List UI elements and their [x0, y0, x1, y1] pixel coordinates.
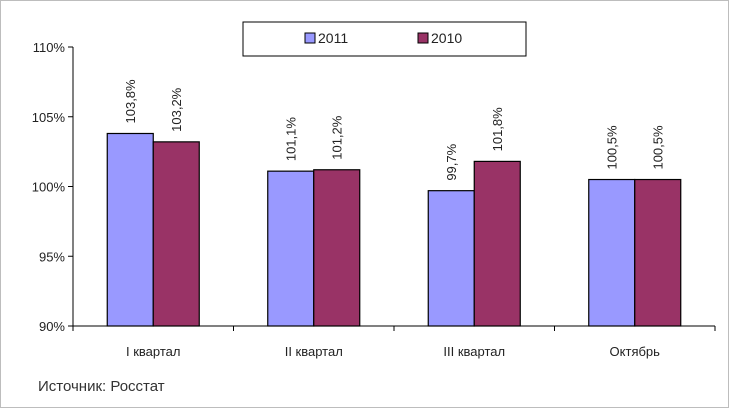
data-label: 100,5%: [605, 125, 620, 170]
x-tick-label: II квартал: [285, 344, 343, 359]
y-tick-label: 105%: [32, 110, 66, 125]
data-label: 101,2%: [330, 115, 345, 160]
bar-2010: [152, 141, 200, 327]
data-label: 103,2%: [169, 87, 184, 132]
data-label: 101,8%: [490, 107, 505, 152]
source-note: Источник: Росстат: [38, 378, 165, 395]
y-tick-label: 100%: [32, 180, 66, 195]
bar-2011: [588, 178, 636, 327]
bars: [106, 132, 682, 327]
x-tick-label: III квартал: [443, 344, 505, 359]
y-axis: 90% 95% 100% 105% 110%: [32, 40, 74, 334]
y-tick-label: 110%: [33, 40, 66, 55]
y-tick-label: 95%: [39, 249, 65, 264]
legend-box: [242, 21, 527, 57]
legend-label: 2011: [318, 30, 348, 46]
bar-2011: [106, 132, 154, 327]
legend-swatch-2011: [304, 32, 316, 44]
data-label: 101,1%: [284, 117, 299, 162]
x-tick-label: I квартал: [126, 344, 180, 359]
data-labels: 103,8% 101,1% 99,7% 100,5% 103,2% 101,2% 101,8…: [123, 79, 666, 181]
legend: 2011 2010: [242, 21, 527, 57]
x-tick-label: Октябрь: [610, 344, 661, 359]
bar-2010: [634, 178, 682, 327]
bar-2010: [313, 169, 361, 327]
bar-2010: [473, 160, 521, 327]
bar-2011: [427, 190, 475, 327]
data-label: 99,7%: [444, 143, 459, 180]
y-tick-label: 90%: [39, 319, 65, 334]
x-axis: I квартал II квартал III квартал Октябрь: [72, 325, 716, 359]
legend-label: 2010: [431, 30, 462, 46]
data-label: 100,5%: [651, 125, 666, 170]
bar-2011: [267, 170, 315, 327]
data-label: 103,8%: [123, 79, 138, 124]
legend-swatch-2010: [417, 32, 429, 44]
